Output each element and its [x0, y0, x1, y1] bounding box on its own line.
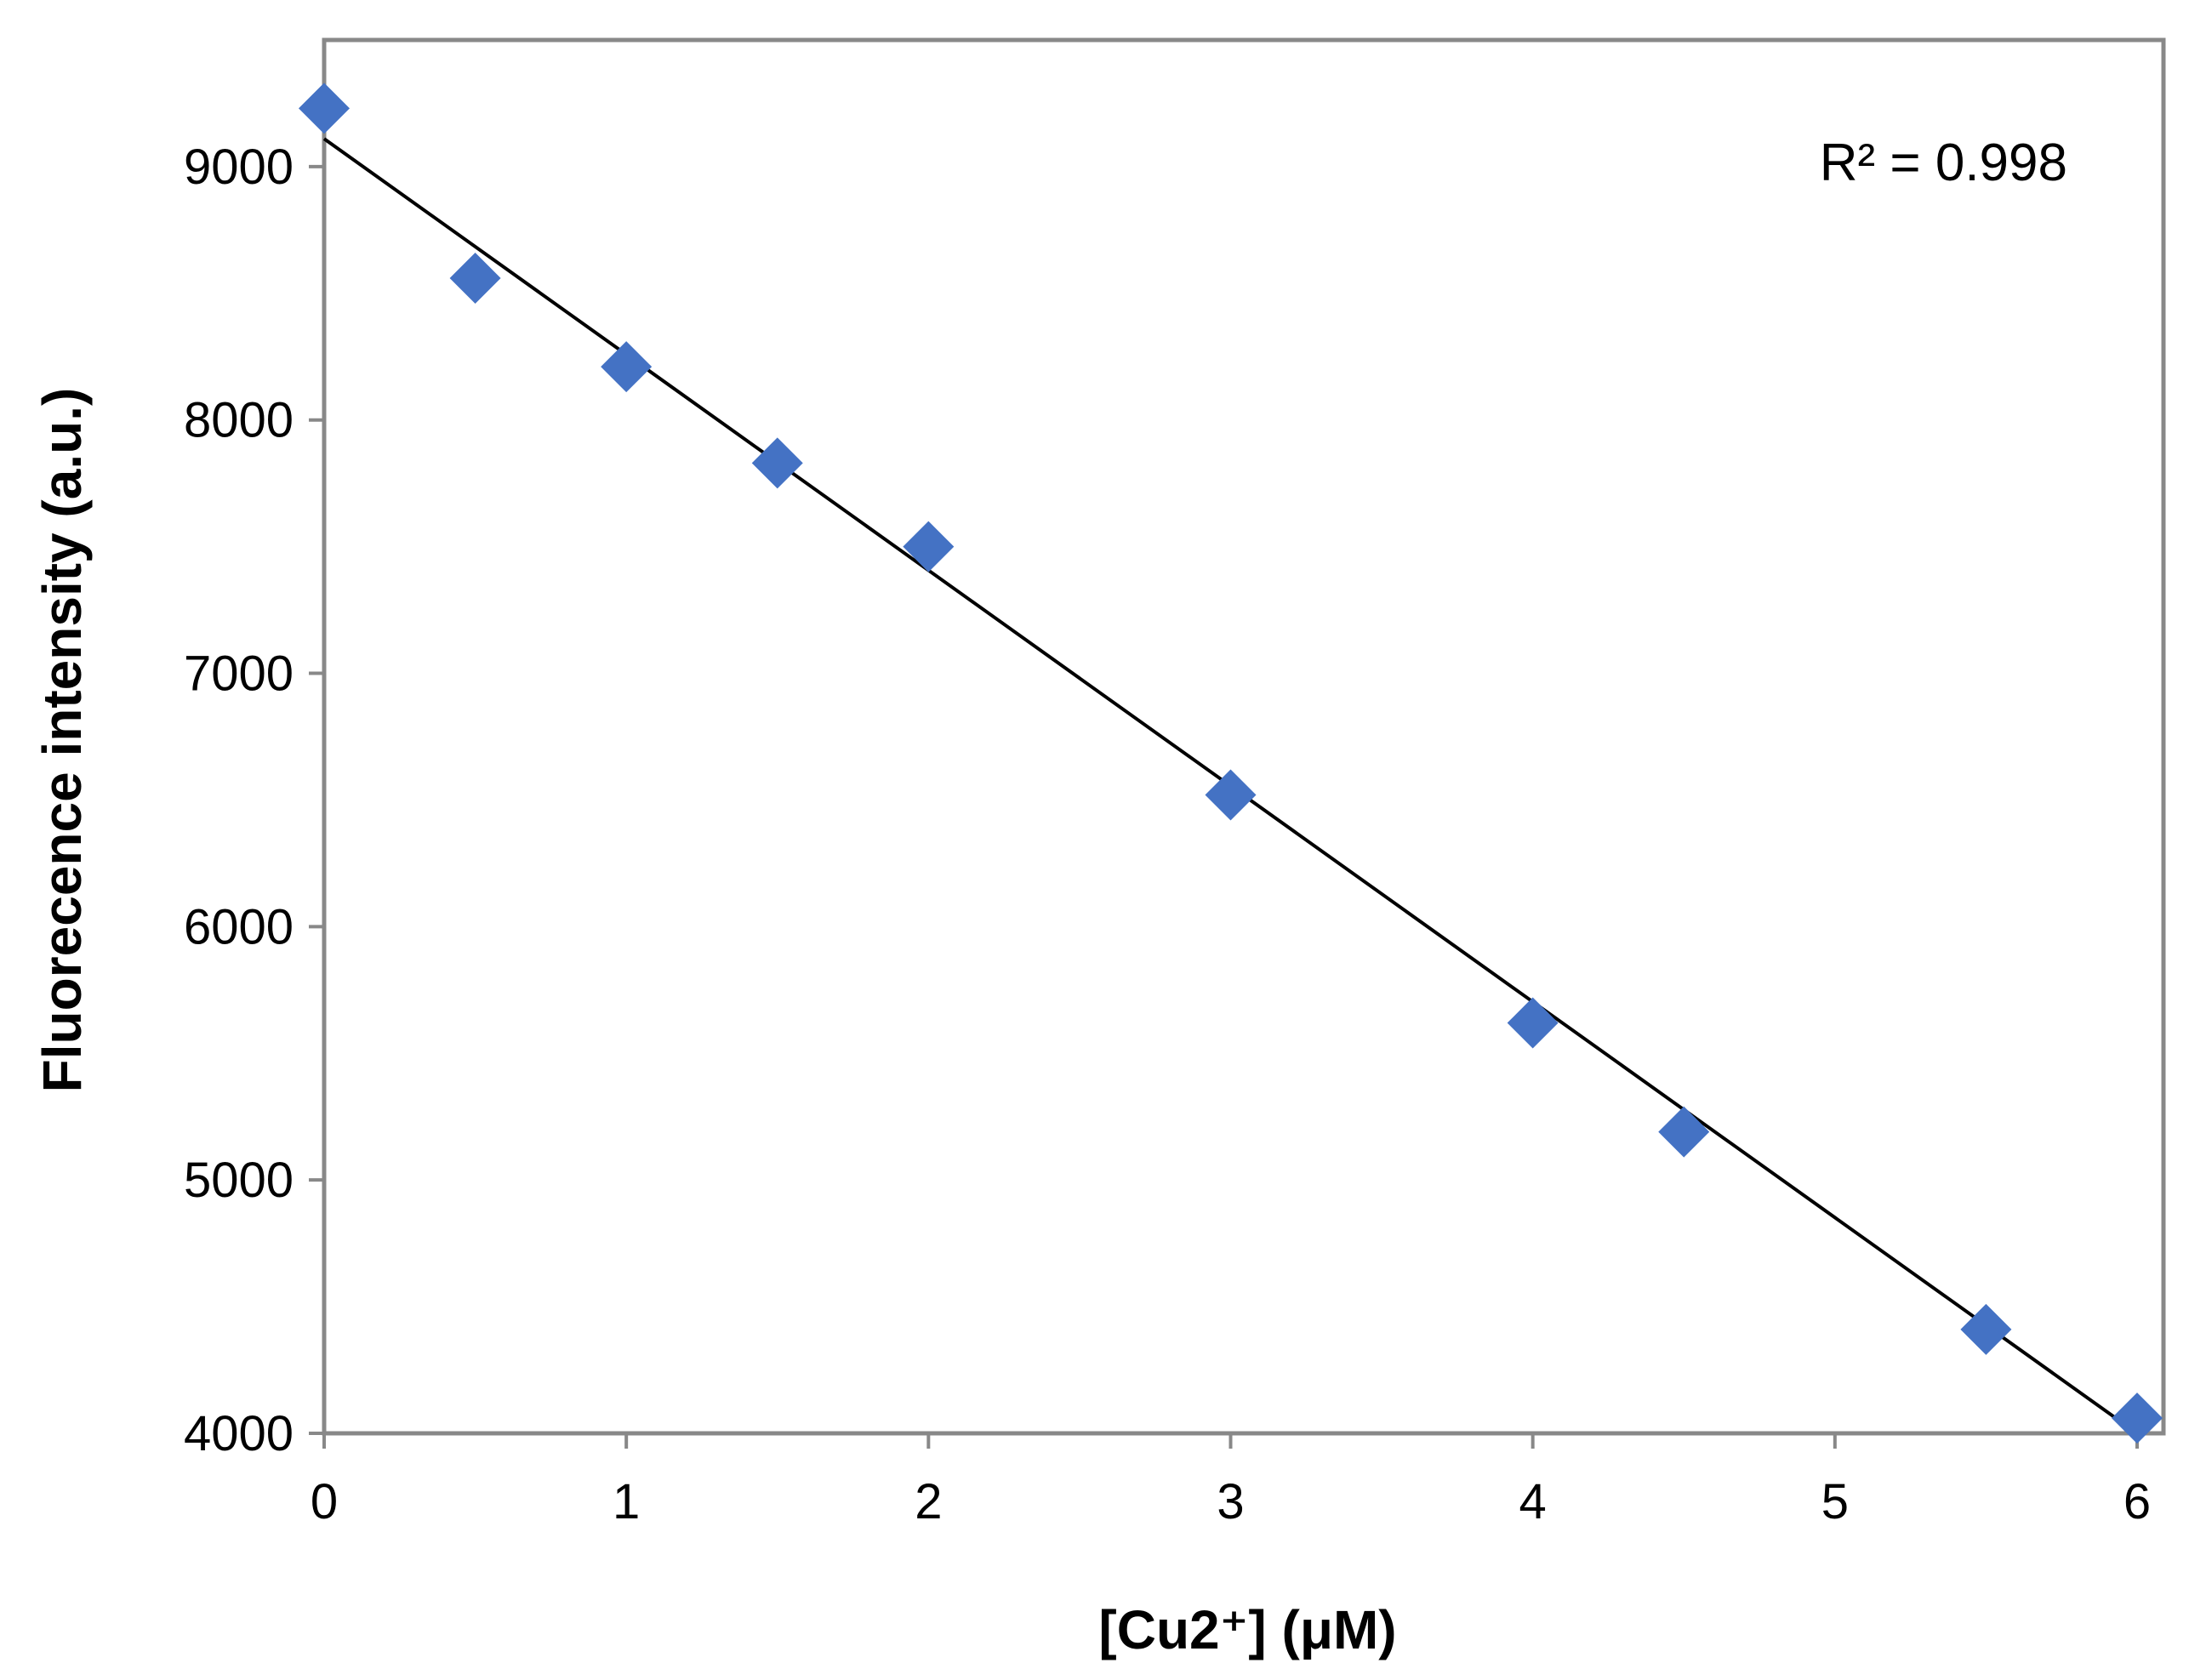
y-tick-label: 6000 [184, 899, 294, 954]
x-axis-title: [Cu2⁺] (μM) [1098, 1599, 1396, 1660]
x-tick-label: 4 [1519, 1474, 1547, 1529]
data-point-marker [751, 437, 803, 489]
data-point-marker [2112, 1392, 2163, 1444]
data-point-marker [449, 252, 501, 304]
data-point-marker [1658, 1106, 1710, 1158]
data-point-marker [1205, 769, 1257, 821]
data-point-marker [903, 521, 955, 572]
x-tick-label: 5 [1821, 1474, 1849, 1529]
y-tick-label: 9000 [184, 140, 294, 195]
x-axis-ticks: 0 1 2 3 4 5 6 [311, 1433, 2151, 1529]
x-tick-label: 1 [613, 1474, 640, 1529]
y-axis-title: Fluorecence intensity (a.u.) [31, 388, 93, 1093]
y-tick-label: 5000 [184, 1153, 294, 1208]
data-point-marker [1507, 997, 1559, 1049]
x-tick-label: 2 [915, 1474, 942, 1529]
r-squared-annotation: R² = 0.998 [1820, 134, 2067, 192]
y-axis-ticks: 4000 5000 6000 7000 8000 9000 [184, 140, 324, 1461]
data-point-marker [1960, 1303, 2012, 1355]
data-point-marker [601, 341, 653, 393]
y-tick-label: 8000 [184, 393, 294, 448]
data-points [299, 83, 2163, 1444]
y-tick-label: 4000 [184, 1406, 294, 1461]
plot-area-frame [322, 37, 2166, 1436]
x-tick-label: 6 [2123, 1474, 2151, 1529]
data-point-marker [299, 83, 350, 134]
x-tick-label: 0 [311, 1474, 338, 1529]
y-tick-label: 7000 [184, 646, 294, 702]
x-tick-label: 3 [1217, 1474, 1244, 1529]
